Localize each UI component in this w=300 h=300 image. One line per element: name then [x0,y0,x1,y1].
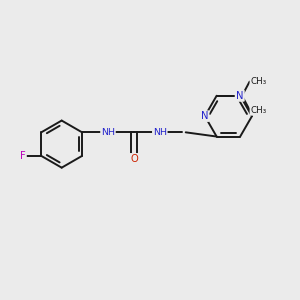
Text: N: N [236,91,243,101]
Text: N: N [201,111,208,121]
Text: NH: NH [153,128,167,137]
Text: NH: NH [101,128,115,137]
Text: O: O [130,154,138,164]
Text: CH₃: CH₃ [250,76,267,85]
Text: CH₃: CH₃ [250,106,267,115]
Text: F: F [20,151,26,161]
Text: N: N [236,91,244,101]
